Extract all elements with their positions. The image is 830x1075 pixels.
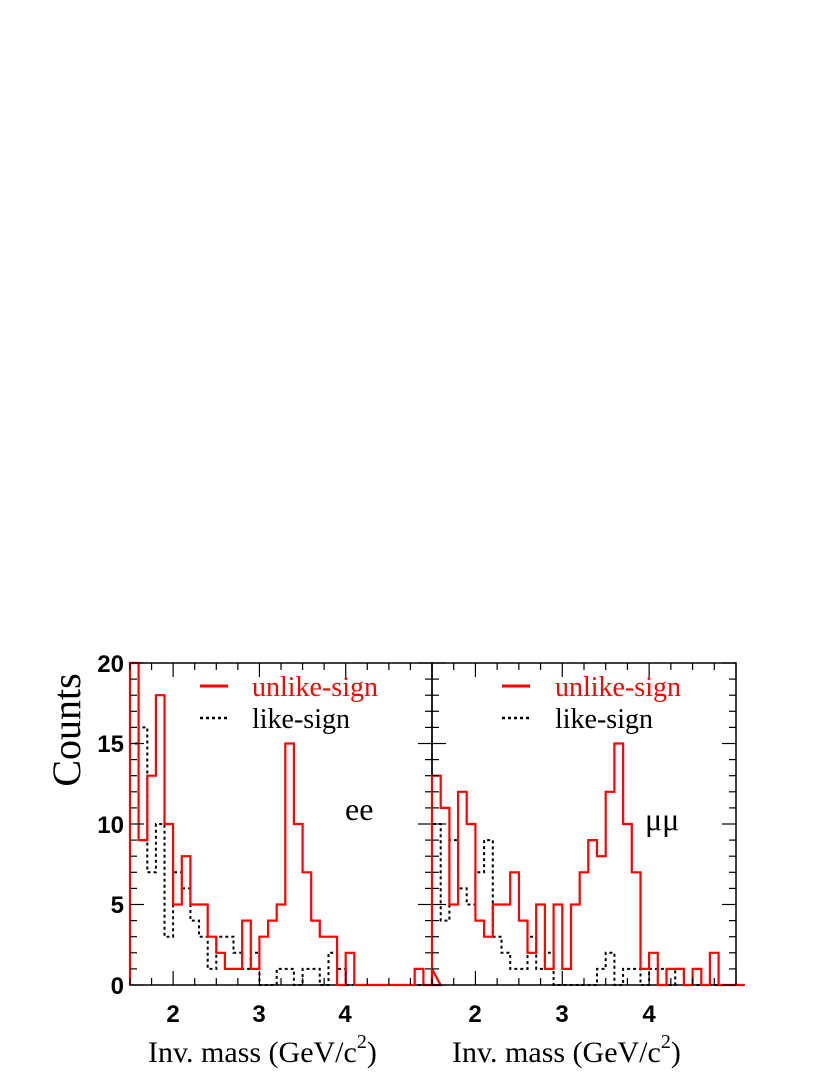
x-axis-title-superscript: 2 xyxy=(661,1031,671,1053)
x-tick-label-3: 3 xyxy=(252,1001,265,1028)
panel-ee: 0 5 10 15 20 2 3 4 Inv. mass (GeV/c2) un… xyxy=(97,651,443,1069)
x-tick-label-2: 2 xyxy=(468,1001,481,1028)
y-axis-title: Counts xyxy=(44,673,89,786)
panel-label: μμ xyxy=(645,801,679,837)
y-tick-label-0: 0 xyxy=(111,973,124,1000)
panel-label: ee xyxy=(345,791,373,827)
x-axis-title-superscript: 2 xyxy=(357,1031,367,1053)
histogram-unlike-sign xyxy=(430,742,745,987)
tick-layer xyxy=(129,662,433,986)
histogram-layer xyxy=(128,661,443,987)
x-tick-label-4: 4 xyxy=(338,1001,352,1028)
y-tick-label-10: 10 xyxy=(97,812,124,839)
y-tick-label-5: 5 xyxy=(111,892,124,919)
x-axis-title-text: Inv. mass (GeV/c xyxy=(452,1036,661,1069)
histogram-unlike-sign xyxy=(128,661,443,987)
legend: unlike-sign like-sign xyxy=(502,672,681,735)
x-tick-label-4: 4 xyxy=(642,1001,656,1028)
tick-layer xyxy=(431,662,737,986)
x-axis-title: Inv. mass (GeV/c2) xyxy=(452,1031,681,1069)
x-axis-title-text: Inv. mass (GeV/c xyxy=(148,1036,357,1069)
x-tick-label-3: 3 xyxy=(555,1001,568,1028)
x-axis-title-close: ) xyxy=(367,1036,377,1069)
y-tick-label-20: 20 xyxy=(97,651,124,678)
histogram-layer xyxy=(430,742,745,987)
legend-label-unlike-sign: unlike-sign xyxy=(555,672,681,703)
x-tick-label-2: 2 xyxy=(166,1001,179,1028)
y-tick-label-15: 15 xyxy=(97,731,124,758)
legend-label-like-sign: like-sign xyxy=(555,704,653,735)
x-axis-title: Inv. mass (GeV/c2) xyxy=(148,1031,377,1069)
x-axis-title-close: ) xyxy=(671,1036,681,1069)
legend: unlike-sign like-sign xyxy=(200,672,378,735)
panel-mumu: 2 3 4 Inv. mass (GeV/c2) unlike-sign lik… xyxy=(430,662,745,1069)
legend-label-unlike-sign: unlike-sign xyxy=(252,672,378,703)
legend-label-like-sign: like-sign xyxy=(252,704,350,735)
